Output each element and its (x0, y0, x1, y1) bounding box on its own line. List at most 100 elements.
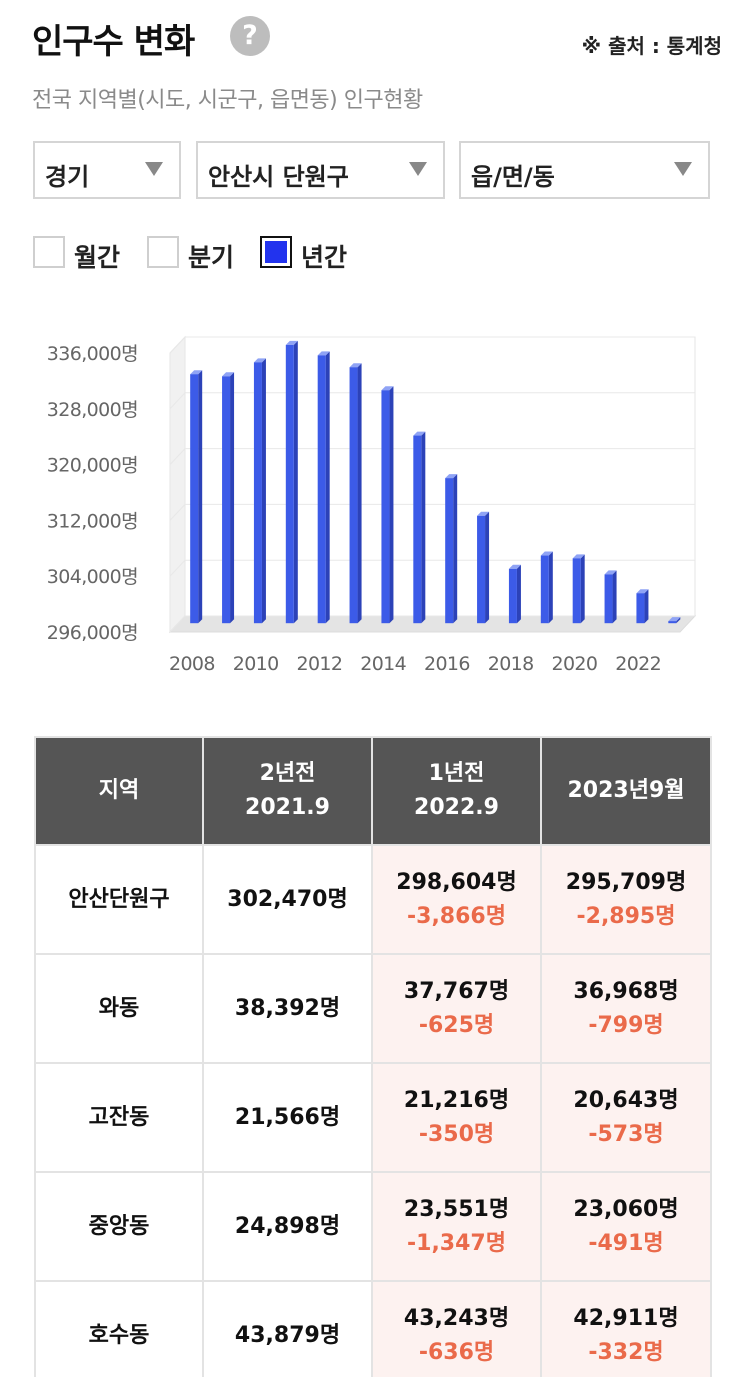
diff-2023: -573명 (588, 1121, 664, 1147)
value-2022: 23,551명 (403, 1196, 510, 1222)
bar (222, 376, 231, 624)
cell-region: 고잔동 (34, 1062, 204, 1173)
cell-2023: 295,709명 -2,895명 (540, 844, 712, 955)
y-tick-label: 296,000명 (47, 622, 138, 644)
bar (540, 555, 549, 624)
chart-side-wall (169, 335, 186, 634)
diff-2023: -2,895명 (576, 903, 676, 929)
header-region-label: 지역 (98, 778, 140, 803)
checkbox-quarterly[interactable] (147, 236, 179, 268)
period-label-yearly: 년간 (301, 243, 348, 272)
value-2021: 43,879명 (234, 1322, 341, 1348)
period-option-monthly[interactable]: 월간 (33, 236, 133, 272)
chevron-down-icon (145, 162, 163, 176)
table-row: 중앙동 24,898명 23,551명 -1,347명 23,060명 -491명 (34, 1171, 712, 1282)
cell-2023: 42,911명 -332명 (540, 1280, 712, 1377)
gridline (169, 336, 186, 354)
header-2022: 1년전 2022.9 (371, 736, 542, 846)
bar-top (285, 340, 298, 345)
cell-2023: 23,060명 -491명 (540, 1171, 712, 1282)
value-2022: 21,216명 (403, 1087, 510, 1113)
gridline (169, 392, 186, 410)
x-tick-label: 2008 (169, 653, 215, 675)
bar (604, 574, 613, 624)
bar-side (644, 589, 649, 624)
period-option-yearly[interactable]: 년간 (260, 236, 360, 272)
value-2022: 37,767명 (403, 978, 510, 1004)
diff-2023: -491명 (588, 1230, 664, 1256)
bar-side (516, 564, 521, 624)
period-option-quarterly[interactable]: 분기 (147, 236, 247, 272)
bar-side (421, 431, 426, 624)
x-tick-label: 2014 (360, 653, 406, 675)
cell-2022: 23,551명 -1,347명 (371, 1171, 542, 1282)
value-2021: 302,470명 (227, 886, 348, 912)
x-tick-label: 2010 (233, 653, 279, 675)
table-row: 안산단원구 302,470명 298,604명 -3,866명 295,709명 -2,8… (34, 844, 712, 955)
value-2022: 43,243명 (403, 1305, 510, 1331)
cell-region: 중앙동 (34, 1171, 204, 1282)
region-name: 고잔동 (88, 1104, 150, 1130)
bar-side (293, 340, 298, 624)
bar-top (636, 589, 649, 594)
cell-2022: 21,216명 -350명 (371, 1062, 542, 1173)
subtitle: 전국 지역별(시도, 시군구, 읍면동) 인구현황 (32, 88, 423, 113)
chart-back-wall (184, 336, 696, 617)
bar (668, 621, 677, 624)
cell-2022: 43,243명 -636명 (371, 1280, 542, 1377)
header-2023-label: 2023년9월 (567, 778, 685, 803)
cell-region: 안산단원구 (34, 844, 204, 955)
cell-2022: 298,604명 -3,866명 (371, 844, 542, 955)
y-tick-label: 304,000명 (47, 566, 138, 588)
bar (317, 355, 326, 624)
region-name: 호수동 (88, 1322, 150, 1348)
bar (636, 593, 645, 624)
district-select[interactable]: 안산시 단원구 (196, 141, 445, 199)
bar (381, 390, 390, 624)
bar-top (668, 617, 681, 622)
diff-2022: -625명 (418, 1012, 495, 1038)
bar (508, 568, 517, 624)
header-2021-line2: 2021.9 (245, 795, 330, 820)
y-tick-label: 312,000명 (47, 510, 138, 532)
cell-2021: 302,470명 (202, 844, 373, 955)
header-2021-line1: 2년전 (259, 761, 316, 786)
bar-side (580, 554, 585, 624)
value-2022: 298,604명 (396, 869, 517, 895)
x-tick-label: 2016 (424, 653, 470, 675)
value-2023: 20,643명 (573, 1087, 679, 1113)
population-table: 지역 2년전 2021.9 1년전 2022.9 2023년9월 안산단원구 30… (34, 736, 712, 1377)
header-2023: 2023년9월 (540, 736, 712, 846)
bar-top (253, 358, 266, 363)
cell-2023: 36,968명 -799명 (540, 953, 712, 1064)
region-name: 중앙동 (88, 1213, 150, 1239)
value-2023: 295,709명 (565, 869, 687, 895)
gridline (169, 559, 186, 577)
value-2023: 36,968명 (573, 978, 679, 1004)
question-icon[interactable]: ? (230, 16, 270, 56)
cell-2021: 43,879명 (202, 1280, 373, 1377)
bar-side (485, 511, 490, 624)
town-select[interactable]: 읍/면/동 (459, 141, 710, 199)
period-label-quarterly: 분기 (188, 243, 235, 272)
bar-top (445, 474, 458, 479)
diff-2022: -1,347명 (407, 1230, 506, 1256)
x-tick-label: 2018 (488, 653, 534, 675)
diff-2022: -3,866명 (407, 903, 506, 929)
checkbox-monthly[interactable] (33, 236, 65, 268)
bar-top (317, 351, 330, 356)
province-select[interactable]: 경기 (33, 141, 181, 199)
value-2021: 24,898명 (234, 1213, 341, 1239)
bar (477, 515, 486, 624)
bar-top (413, 431, 426, 436)
bar-top (572, 554, 585, 559)
town-select-value: 읍/면/동 (471, 163, 555, 191)
gridline (169, 615, 186, 633)
diff-2023: -799명 (588, 1012, 664, 1038)
bar-top (381, 386, 394, 391)
checkbox-yearly[interactable] (260, 236, 292, 268)
province-select-value: 경기 (45, 163, 90, 191)
gridline (169, 504, 186, 521)
bar-top (222, 372, 235, 377)
cell-2021: 38,392명 (202, 953, 373, 1064)
